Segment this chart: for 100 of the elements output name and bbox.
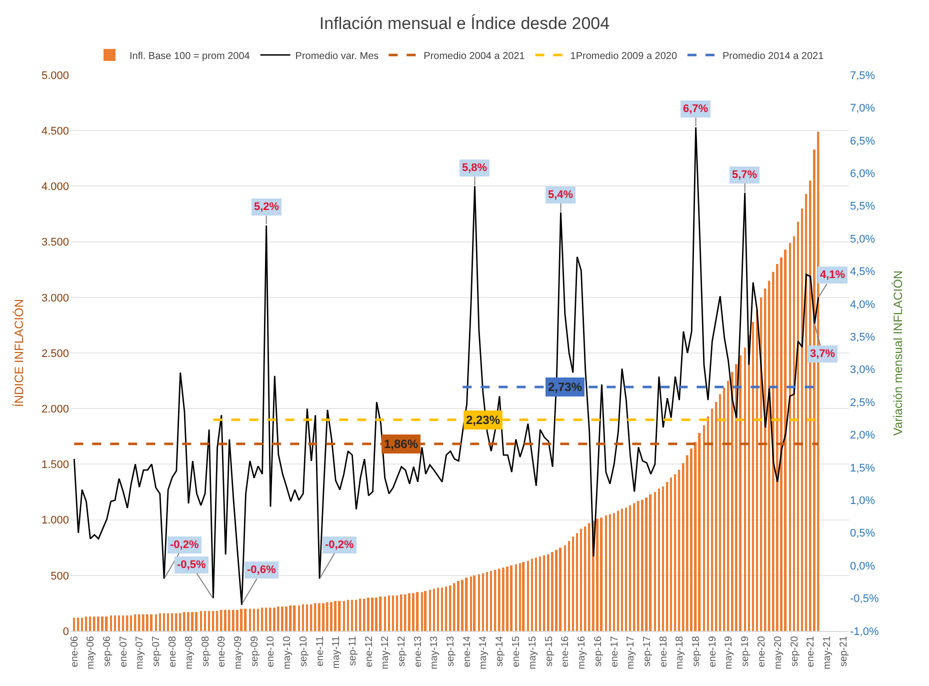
bar	[617, 510, 620, 631]
bar	[605, 515, 607, 631]
y-tick-label: 4.000	[41, 181, 69, 194]
bar	[183, 612, 186, 631]
bar	[404, 594, 406, 631]
y2-tick-label: 0,5%	[850, 528, 876, 540]
y2-tick-label: 2,0%	[850, 430, 876, 442]
bar	[253, 608, 255, 631]
bar	[306, 604, 308, 631]
bar	[613, 513, 615, 631]
x-tick-label: ene-14	[462, 636, 474, 668]
x-tick-label: ene-09	[216, 636, 228, 668]
bar	[367, 598, 370, 631]
bar	[310, 604, 312, 631]
bar	[641, 500, 644, 631]
bar	[150, 614, 153, 631]
x-tick-label: sep-16	[592, 636, 604, 667]
bar	[629, 505, 632, 631]
x-tick-label: may-18	[674, 636, 686, 670]
bar	[314, 603, 316, 631]
bar	[429, 590, 431, 631]
bar	[752, 322, 754, 631]
bar	[572, 536, 574, 631]
x-tick-label: ene-21	[806, 636, 817, 668]
bar	[649, 494, 652, 631]
y2-axis-title: Variación mensual INFLACIÓN	[890, 270, 905, 436]
bar	[384, 596, 386, 631]
bar	[564, 545, 566, 631]
bar	[486, 572, 488, 631]
bar	[424, 590, 427, 631]
bar	[171, 613, 174, 631]
bar	[551, 552, 554, 631]
bar	[240, 608, 243, 631]
y2-tick-label: 4,5%	[850, 266, 876, 278]
x-tick-label: ene-15	[511, 636, 522, 668]
y2-tick-label: 3,5%	[850, 332, 876, 344]
bar	[224, 610, 226, 631]
bar	[449, 585, 452, 631]
y2-tick-label: -1,0%	[850, 626, 879, 638]
bar	[645, 498, 648, 631]
bar	[744, 347, 746, 631]
bar	[277, 606, 280, 631]
bar	[490, 570, 492, 631]
bar	[596, 518, 599, 631]
bar	[539, 556, 542, 631]
bar	[555, 550, 558, 631]
x-tick-label: ene-12	[364, 636, 375, 668]
x-tick-label: may-21	[822, 636, 833, 670]
bar	[216, 610, 218, 631]
y-tick-label: 1.000	[41, 514, 69, 527]
bar	[77, 618, 80, 631]
y2-tick-label: 4,0%	[850, 298, 876, 311]
bar	[191, 612, 194, 631]
bar	[510, 565, 513, 631]
bar	[609, 514, 611, 631]
x-tick-label: sep-17	[642, 636, 654, 667]
legend-label: Promedio var. Mes	[295, 50, 379, 62]
bar	[715, 402, 718, 631]
bar	[212, 610, 214, 631]
y-axis-title: ÍNDICE INFLACIÓN	[12, 298, 26, 408]
y2-tick-label: 7,0%	[850, 102, 876, 115]
bar	[322, 603, 325, 631]
bar	[678, 470, 680, 631]
x-tick-label: may-13	[429, 636, 440, 670]
bar	[110, 615, 112, 631]
x-tick-label: sep-06	[102, 636, 114, 667]
bar	[375, 598, 378, 631]
chart-title: Inflación mensual e Índice desde 2004	[319, 14, 610, 34]
x-tick-label: may-09	[232, 636, 244, 670]
bar	[371, 598, 374, 631]
bar	[167, 613, 169, 631]
x-tick-label: may-07	[134, 636, 146, 670]
bar	[723, 387, 726, 631]
bar	[461, 580, 464, 631]
x-tick-label: may-14	[478, 636, 490, 670]
bar	[114, 615, 116, 631]
bar	[719, 394, 721, 631]
bar	[163, 613, 165, 631]
bar	[457, 580, 460, 631]
annotation: 1,86%	[384, 437, 418, 451]
bar	[433, 588, 435, 631]
bar	[338, 600, 341, 631]
y2-tick-label: 5,5%	[850, 200, 876, 213]
bar	[588, 523, 590, 631]
legend-label: Promedio 2014 a 2021	[722, 50, 824, 62]
bar	[146, 614, 148, 631]
x-tick-label: ene-18	[658, 636, 670, 668]
x-tick-label: may-16	[576, 636, 588, 670]
x-tick-label: sep-21	[838, 636, 850, 667]
bar	[535, 558, 538, 631]
x-tick-label: may-10	[282, 636, 293, 670]
annotation: -0,2%	[170, 539, 199, 551]
x-tick-label: ene-16	[560, 636, 572, 668]
bar	[576, 533, 578, 631]
bar	[421, 592, 423, 631]
bar	[654, 492, 656, 631]
annotation: 5,2%	[254, 201, 280, 213]
bar	[502, 568, 504, 631]
bar	[748, 335, 750, 631]
bar	[568, 540, 570, 631]
